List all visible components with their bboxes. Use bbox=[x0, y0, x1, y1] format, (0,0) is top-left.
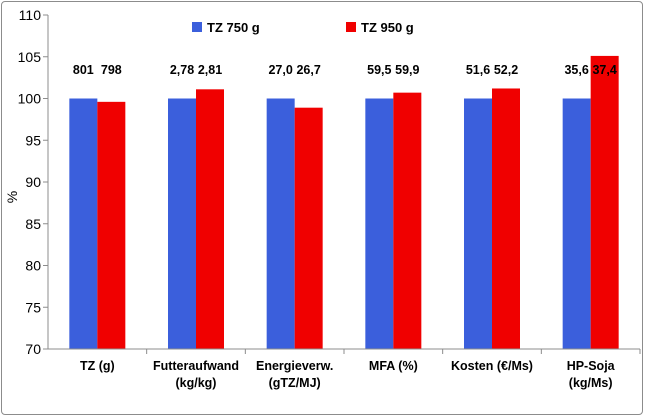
y-axis-label: % bbox=[4, 191, 20, 203]
legend-swatch bbox=[346, 22, 356, 32]
x-category-label-line: (gTZ/MJ) bbox=[269, 376, 321, 390]
x-category-label-line: HP-Soja bbox=[567, 359, 616, 373]
bar-tz950 bbox=[294, 107, 323, 349]
x-category-label: Energieverw. (gTZ/MJ) bbox=[256, 359, 333, 390]
bar-tz750 bbox=[69, 98, 98, 349]
bar-tz950 bbox=[196, 89, 224, 349]
x-category-label: MFA (%) bbox=[369, 359, 418, 373]
data-label: 26,7 bbox=[296, 63, 320, 77]
y-tick-label: 85 bbox=[25, 216, 41, 232]
x-category-label: HP-Soja (kg/Ms) bbox=[567, 359, 616, 390]
y-tick-label: 110 bbox=[19, 7, 42, 23]
x-category-label-line: (kg/kg) bbox=[176, 376, 217, 390]
data-label: 2,78 bbox=[170, 63, 194, 77]
data-label: 2,81 bbox=[198, 63, 222, 77]
y-tick-label: 105 bbox=[18, 49, 42, 65]
y-axis: 70 75 80 85 90 95 100 105 110 bbox=[18, 7, 49, 357]
x-axis: TZ (g) Futteraufwand (kg/kg) Energieverw. (g… bbox=[48, 348, 641, 390]
y-tick-label: 90 bbox=[25, 174, 41, 190]
data-label: 37,4 bbox=[592, 63, 616, 77]
x-category-label-line: TZ (g) bbox=[80, 359, 115, 373]
bar-tz750 bbox=[365, 98, 394, 349]
bar-tz950 bbox=[492, 88, 520, 349]
x-category-label-line: Energieverw. bbox=[256, 359, 333, 373]
x-category-label: Kosten (€/Ms) bbox=[451, 359, 533, 373]
data-label: 35,6 bbox=[564, 63, 588, 77]
y-tick-label: 75 bbox=[25, 299, 41, 315]
x-category-label-line: MFA (%) bbox=[369, 359, 418, 373]
x-category-label: TZ (g) bbox=[80, 359, 115, 373]
x-category-label-line: Futteraufwand bbox=[153, 359, 239, 373]
y-tick-label: 100 bbox=[18, 91, 42, 107]
bar-tz750 bbox=[562, 98, 591, 349]
legend: TZ 750 g TZ 950 g bbox=[192, 20, 414, 35]
y-tick-label: 80 bbox=[25, 258, 41, 274]
data-label: 27,0 bbox=[268, 63, 292, 77]
bar-tz750 bbox=[464, 98, 492, 349]
data-label: 59,5 bbox=[367, 63, 391, 77]
x-category-label-line: Kosten (€/Ms) bbox=[451, 359, 533, 373]
bar-tz750 bbox=[168, 98, 196, 349]
data-label: 52,2 bbox=[494, 63, 518, 77]
x-category-label-line: (kg/Ms) bbox=[569, 376, 613, 390]
data-label: 51,6 bbox=[466, 63, 490, 77]
bars bbox=[69, 55, 619, 349]
bar-tz950 bbox=[393, 92, 422, 349]
data-label: 801 bbox=[73, 63, 94, 77]
bar-tz750 bbox=[266, 98, 295, 349]
data-label: 59,9 bbox=[395, 63, 419, 77]
data-label: 798 bbox=[101, 63, 122, 77]
y-tick-label: 95 bbox=[25, 132, 41, 148]
y-tick-label: 70 bbox=[25, 341, 41, 357]
bar-tz950 bbox=[590, 55, 619, 349]
x-category-label: Futteraufwand (kg/kg) bbox=[153, 359, 239, 390]
legend-label: TZ 950 g bbox=[361, 20, 414, 35]
bar-tz950 bbox=[97, 101, 126, 349]
legend-label: TZ 750 g bbox=[207, 20, 260, 35]
legend-swatch bbox=[192, 22, 202, 32]
data-labels: 801 798 2,78 2,81 27,0 26,7 59,5 59,9 51,6 52,2 35… bbox=[73, 63, 617, 77]
